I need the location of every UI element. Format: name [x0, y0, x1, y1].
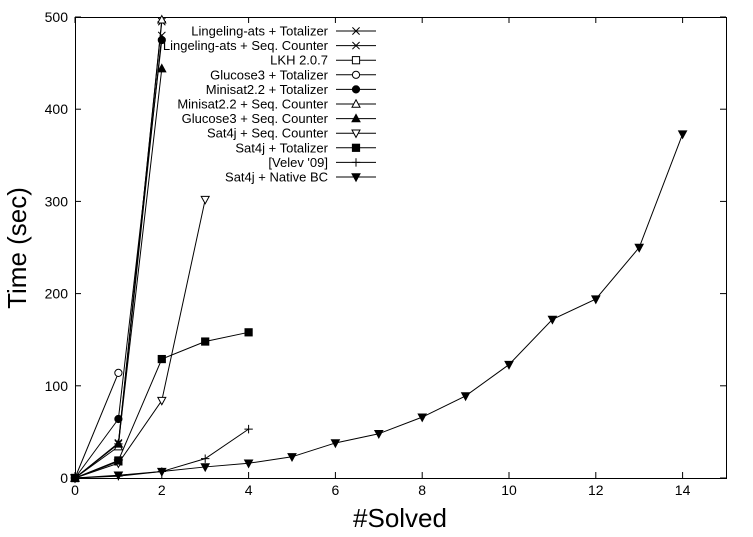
data-point-sat4j-native-bc [113, 471, 124, 481]
data-point-sat4j-native-bc [200, 463, 211, 473]
legend-item-minisat2-2-seq-counter: Minisat2.2 + Seq. Counter [177, 97, 376, 112]
legend-marker-minisat2-2-seq-counter [351, 98, 361, 108]
series-lingeling-ats-totalizer [70, 17, 166, 482]
data-point-sat4j-native-bc [243, 459, 254, 469]
x-tick-label: 0 [71, 482, 79, 498]
x-tick-label: 4 [245, 482, 253, 498]
legend-marker-sat4j-seq-counter [351, 129, 361, 139]
x-tick-label: 10 [501, 482, 517, 498]
legend-item-sat4j-native-bc: Sat4j + Native BC [225, 170, 376, 185]
x-tick-label: 14 [675, 482, 691, 498]
data-point-sat4j-native-bc [460, 392, 471, 402]
legend-marker-glucose3-seq-counter [351, 113, 361, 123]
series-line-lingeling-ats-totalizer [74, 21, 163, 479]
legend-item-lingeling-ats-seq-counter: Lingeling-ats + Seq. Counter [163, 38, 376, 53]
series-line-lingeling-ats-seq-counter [74, 35, 163, 479]
legend-label: Lingeling-ats + Totalizer [191, 24, 328, 39]
data-point-sat4j-totalizer [244, 328, 253, 337]
series-minisat2-2-totalizer [70, 35, 166, 483]
legend-item-sat4j-totalizer: Sat4j + Totalizer [235, 140, 376, 155]
legend-item-glucose3-seq-counter: Glucose3 + Seq. Counter [182, 111, 376, 126]
legend-marker-lingeling-ats-seq-counter [352, 41, 360, 50]
data-point-velev-09 [201, 454, 210, 463]
legend-label: Minisat2.2 + Seq. Counter [177, 97, 328, 112]
x-tick-label: 6 [332, 482, 340, 498]
legend-label: Glucose3 + Seq. Counter [182, 111, 329, 126]
data-point-glucose3-totalizer [114, 368, 123, 377]
legend-label: Sat4j + Native BC [225, 170, 328, 185]
data-point-sat4j-totalizer [201, 337, 210, 346]
data-point-sat4j-totalizer [114, 456, 123, 465]
series-layer [70, 14, 688, 484]
legend-item-lkh-2-0-7: LKH 2.0.7 [270, 53, 376, 68]
data-point-sat4j-native-bc [287, 453, 297, 463]
y-tick-label: 200 [45, 286, 69, 302]
y-tick-label: 400 [45, 101, 69, 117]
data-point-sat4j-seq-counter [156, 396, 167, 406]
data-point-velev-09 [244, 424, 253, 434]
y-tick-label: 300 [45, 193, 69, 209]
x-tick-label: 2 [158, 482, 166, 498]
y-tick-label: 500 [45, 9, 69, 25]
series-line-minisat2-2-totalizer [74, 39, 163, 479]
legend-label: Sat4j + Totalizer [235, 140, 328, 155]
legend-marker-minisat2-2-totalizer [351, 85, 361, 94]
series-line-minisat2-2-seq-counter [74, 19, 163, 479]
series-line-glucose3-totalizer [74, 372, 119, 479]
legend-label: Lingeling-ats + Seq. Counter [163, 38, 329, 53]
data-point-minisat2-2-totalizer [114, 414, 123, 424]
plot-frame [75, 17, 727, 479]
data-point-glucose3-seq-counter [113, 438, 124, 448]
data-point-sat4j-native-bc [547, 315, 558, 325]
data-point-sat4j-native-bc [156, 467, 167, 477]
data-point-sat4j-native-bc [373, 430, 384, 439]
legend-marker-lkh-2-0-7 [351, 56, 361, 65]
series-line-sat4j-native-bc [74, 133, 684, 479]
legend-marker-sat4j-totalizer [351, 143, 361, 152]
x-tick-label: 12 [588, 482, 604, 498]
data-point-sat4j-native-bc [634, 243, 645, 253]
series-minisat2-2-seq-counter [70, 14, 167, 482]
data-point-sat4j-native-bc [677, 130, 688, 140]
axis-ticks: 0 2 4 6 8 10 12 14 0 100 200 300 400 500 [45, 9, 726, 498]
data-point-glucose3-seq-counter [156, 63, 167, 73]
y-tick-label: 0 [60, 470, 68, 486]
legend-item-lingeling-ats-totalizer: Lingeling-ats + Totalizer [191, 24, 376, 39]
data-point-sat4j-totalizer [157, 354, 166, 364]
legend-item-velev-09: [Velev '09] [268, 155, 376, 170]
legend-label: [Velev '09] [268, 155, 328, 170]
legend-item-sat4j-seq-counter: Sat4j + Seq. Counter [207, 126, 376, 141]
data-point-sat4j-native-bc [504, 360, 514, 370]
legend-label: LKH 2.0.7 [270, 53, 328, 68]
x-axis-title: #Solved [353, 503, 447, 533]
data-point-sat4j-native-bc [417, 413, 428, 423]
legend-marker-glucose3-totalizer [351, 70, 361, 79]
data-point-sat4j-native-bc [330, 439, 341, 449]
legend-item-minisat2-2-totalizer: Minisat2.2 + Totalizer [206, 82, 376, 97]
series-sat4j-native-bc [70, 130, 688, 484]
series-lingeling-ats-seq-counter [71, 31, 166, 482]
legend-item-glucose3-totalizer: Glucose3 + Totalizer [210, 67, 376, 82]
legend-label: Sat4j + Seq. Counter [207, 126, 329, 141]
series-line-sat4j-seq-counter [74, 199, 206, 479]
legend-marker-sat4j-native-bc [351, 173, 361, 183]
data-point-sat4j-seq-counter [200, 195, 211, 205]
legend-label: Glucose3 + Totalizer [210, 67, 329, 82]
legend-label: Minisat2.2 + Totalizer [206, 82, 329, 97]
legend-marker-velev-09 [351, 158, 361, 167]
x-tick-label: 8 [418, 482, 426, 498]
data-point-sat4j-native-bc [70, 474, 80, 484]
y-axis-title: Time (sec) [2, 187, 32, 309]
legend-marker-lingeling-ats-totalizer [351, 27, 361, 35]
data-point-minisat2-2-seq-counter [156, 14, 167, 24]
y-tick-label: 100 [45, 378, 69, 394]
data-point-sat4j-native-bc [590, 295, 601, 305]
